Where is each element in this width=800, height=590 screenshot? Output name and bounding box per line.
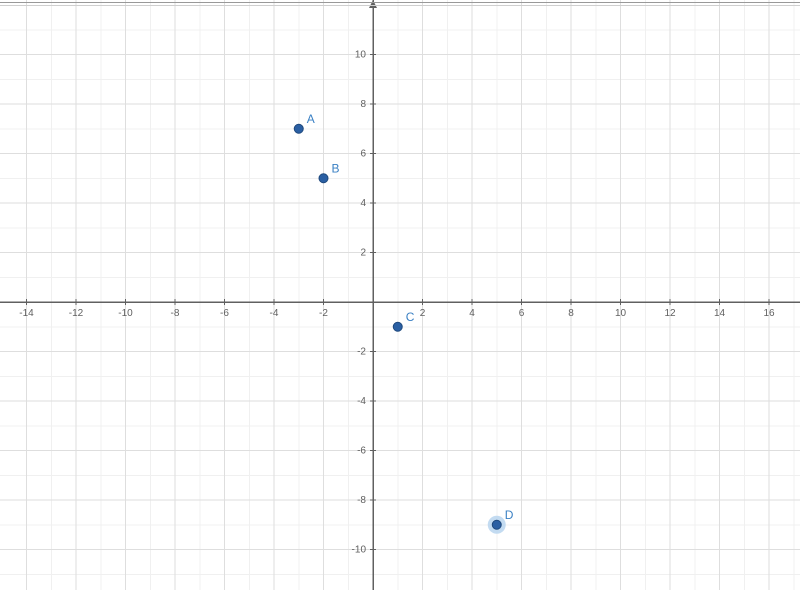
x-tick-label: 10 xyxy=(615,308,627,319)
x-tick-label: 2 xyxy=(420,308,426,319)
x-tick-label: -8 xyxy=(171,308,180,319)
x-tick-label: -4 xyxy=(270,308,279,319)
x-tick-label: -12 xyxy=(69,308,84,319)
x-tick-label: 6 xyxy=(519,308,525,319)
y-tick-label: -2 xyxy=(357,347,366,358)
plot-svg: -14 -12 -10 -8 -6 -4 -2 2 4 6 8 10 12 14 16 -10 -8 -6 -4 -2… xyxy=(0,0,800,590)
y-tick-label: -8 xyxy=(357,495,366,506)
x-tick-label: -14 xyxy=(19,308,34,319)
y-tick-label: 2 xyxy=(360,248,366,259)
y-tick-label: 8 xyxy=(360,99,366,110)
x-tick-label: 8 xyxy=(568,308,574,319)
y-tick-label: 6 xyxy=(360,149,366,160)
point-label-D: D xyxy=(505,508,514,522)
point-label-A: A xyxy=(307,112,315,126)
coordinate-plane[interactable]: -14 -12 -10 -8 -6 -4 -2 2 4 6 8 10 12 14 16 -10 -8 -6 -4 -2… xyxy=(0,0,800,590)
x-tick-label: 16 xyxy=(763,308,775,319)
point-label-C: C xyxy=(406,310,415,324)
y-tick-label: -4 xyxy=(357,396,366,407)
x-tick-label: -10 xyxy=(118,308,133,319)
x-tick-label: 12 xyxy=(664,308,676,319)
x-tick-label: 14 xyxy=(714,308,726,319)
y-tick-label: -10 xyxy=(352,545,367,556)
y-tick-label: 4 xyxy=(360,198,366,209)
x-tick-label: 4 xyxy=(469,308,475,319)
y-tick-label: 10 xyxy=(355,50,367,61)
y-tick-label: -6 xyxy=(357,446,366,457)
x-tick-label: -6 xyxy=(220,308,229,319)
x-tick-label: -2 xyxy=(319,308,328,319)
point-label-B: B xyxy=(332,161,340,175)
